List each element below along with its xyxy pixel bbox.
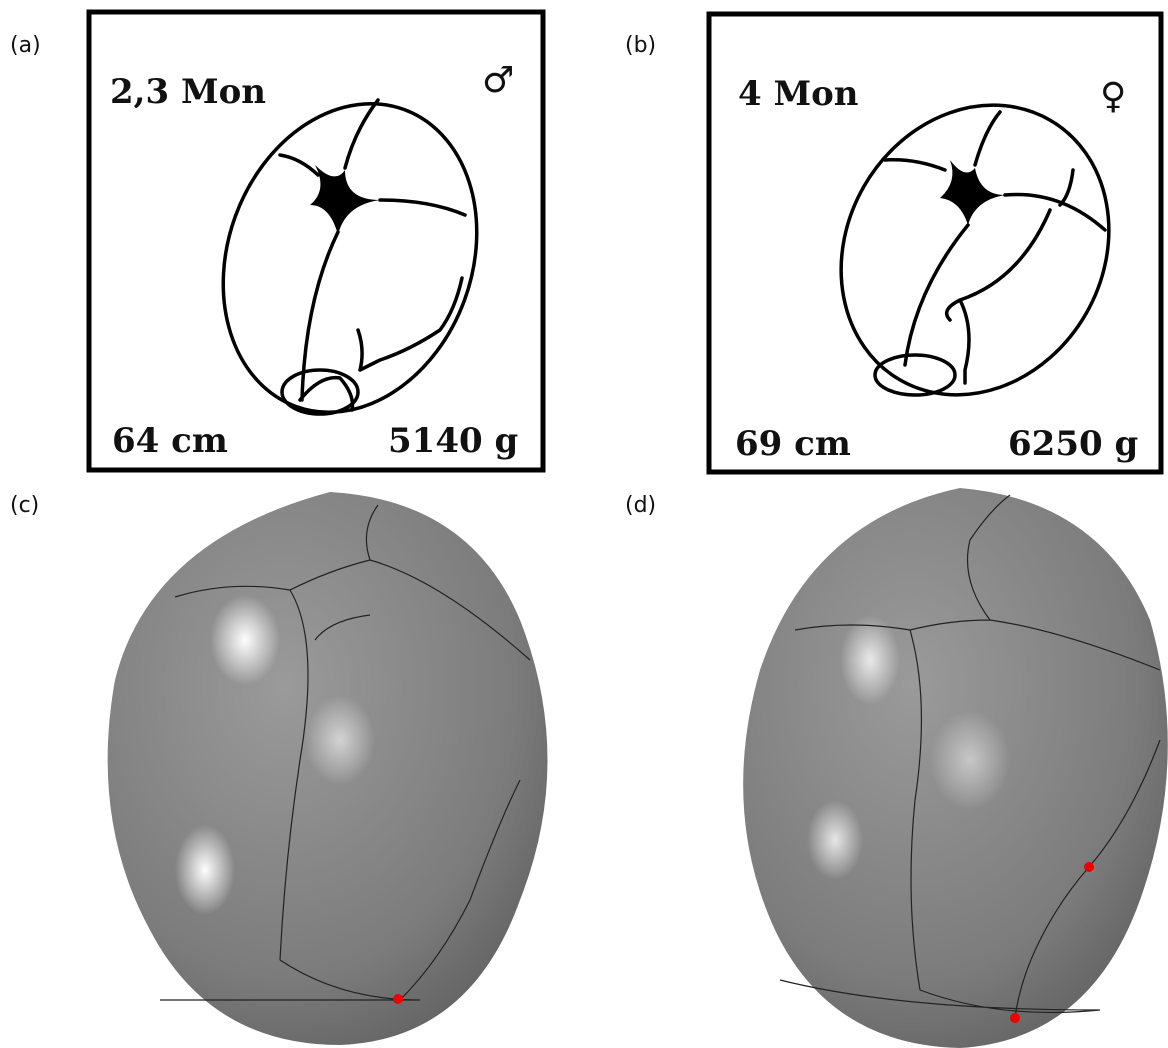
drawing-a: 2,3 Mon ♂ 64 cm 5140 g (89, 12, 543, 470)
figure: (a) (b) (c) (d) 2,3 Mon ♂ 64 cm 5140 g 4… (0, 0, 1168, 1048)
panel-label: (a) (10, 33, 41, 58)
age: 4 Mon (738, 74, 859, 114)
weight: 5140 g (388, 421, 518, 461)
sex-symbol: ♀ (1100, 76, 1126, 117)
weight: 6250 g (1008, 424, 1138, 464)
age: 2,3 Mon (110, 72, 266, 112)
panel-label: (b) (625, 33, 656, 58)
length: 69 cm (735, 424, 851, 464)
panel-label: (d) (625, 493, 656, 518)
length: 64 cm (112, 421, 228, 461)
sex-symbol: ♂ (482, 60, 514, 101)
panel-label: (c) (10, 493, 39, 518)
skull-model-c (108, 492, 548, 1045)
skull-model-d (743, 488, 1168, 1048)
drawing-b: 4 Mon ♀ 69 cm 6250 g (709, 14, 1161, 472)
